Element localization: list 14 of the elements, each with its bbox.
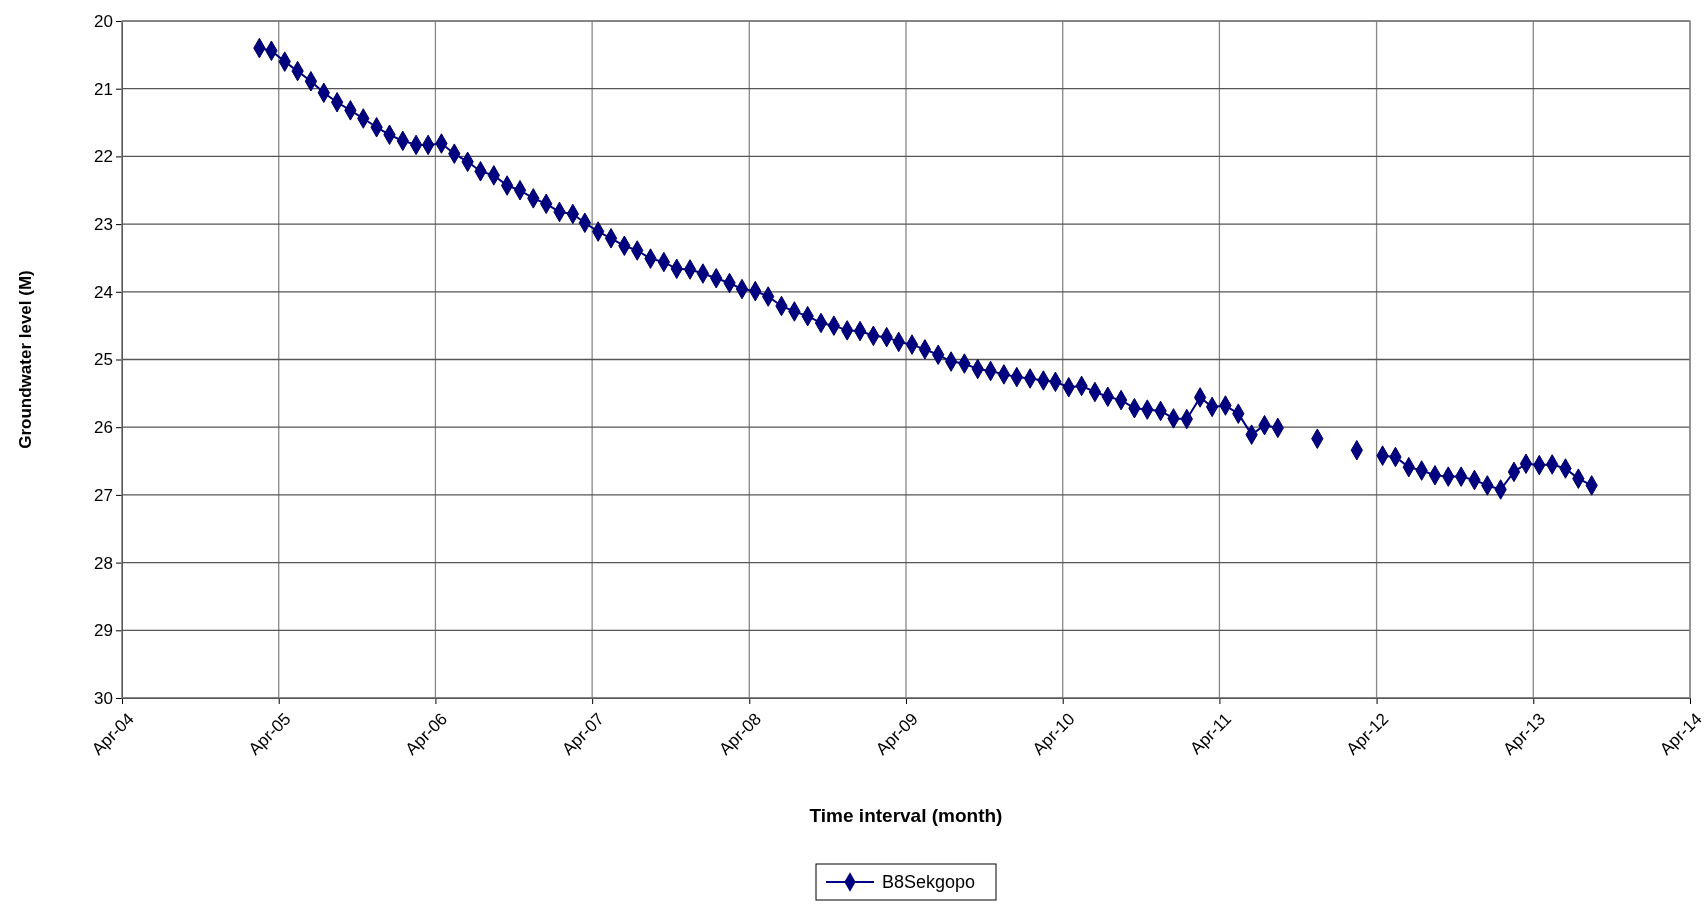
- y-tick-label: 24: [94, 282, 113, 302]
- x-axis-title: Time interval (month): [809, 805, 1003, 826]
- y-tick-label: 23: [94, 215, 113, 235]
- legend-label: B8Sekgopo: [882, 872, 976, 893]
- y-tick-label: 26: [94, 418, 113, 438]
- y-tick-label: 21: [94, 79, 113, 99]
- y-axis-title: Groundwater level (M): [16, 270, 35, 449]
- y-tick-label: 25: [94, 350, 113, 370]
- y-tick-label: 27: [94, 485, 113, 505]
- y-tick-label: 30: [94, 688, 113, 708]
- y-tick-label: 20: [94, 11, 113, 31]
- y-tick-label: 29: [94, 621, 113, 641]
- y-tick-label: 22: [94, 147, 113, 167]
- y-tick-label: 28: [94, 553, 113, 573]
